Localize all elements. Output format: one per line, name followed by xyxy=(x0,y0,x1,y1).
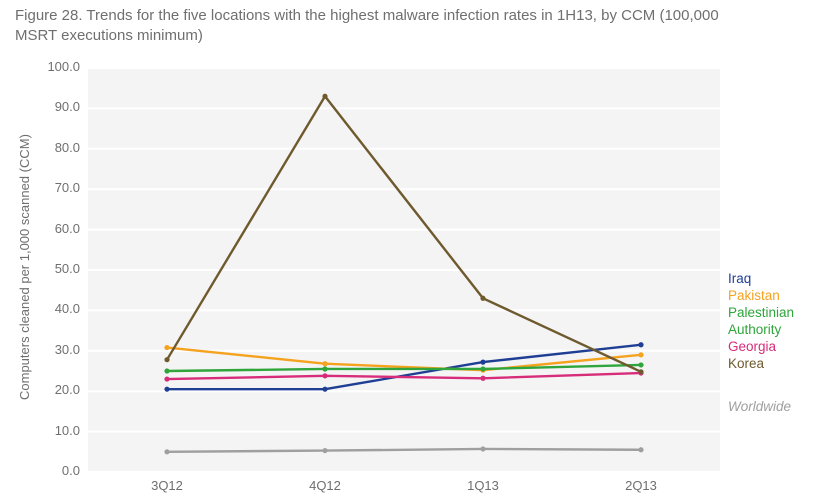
legend-item: Worldwide xyxy=(728,399,791,414)
legend-item: Georgia xyxy=(728,339,776,354)
figure-container: Figure 28. Trends for the five locations… xyxy=(0,0,815,501)
y-tick-label: 90.0 xyxy=(38,99,80,114)
y-tick-label: 60.0 xyxy=(38,221,80,236)
y-tick-label: 30.0 xyxy=(38,342,80,357)
x-tick-label: 3Q12 xyxy=(137,478,197,493)
y-tick-label: 0.0 xyxy=(38,463,80,478)
y-tick-label: 10.0 xyxy=(38,423,80,438)
y-tick-label: 80.0 xyxy=(38,140,80,155)
y-axis-title: Computers cleaned per 1,000 scanned (CCM… xyxy=(17,134,32,400)
y-tick-label: 50.0 xyxy=(38,261,80,276)
legend-item: Palestinian xyxy=(728,305,794,320)
chart-plot-area xyxy=(88,68,720,472)
chart-svg xyxy=(88,68,720,472)
y-tick-label: 20.0 xyxy=(38,382,80,397)
legend-item: Authority xyxy=(728,322,781,337)
y-tick-label: 40.0 xyxy=(38,301,80,316)
x-tick-label: 4Q12 xyxy=(295,478,355,493)
legend-item: Pakistan xyxy=(728,288,780,303)
legend-item: Korea xyxy=(728,356,764,371)
figure-caption: Figure 28. Trends for the five locations… xyxy=(15,6,755,47)
legend-item: Iraq xyxy=(728,271,751,286)
x-tick-label: 2Q13 xyxy=(611,478,671,493)
y-tick-label: 100.0 xyxy=(38,59,80,74)
y-tick-label: 70.0 xyxy=(38,180,80,195)
x-tick-label: 1Q13 xyxy=(453,478,513,493)
